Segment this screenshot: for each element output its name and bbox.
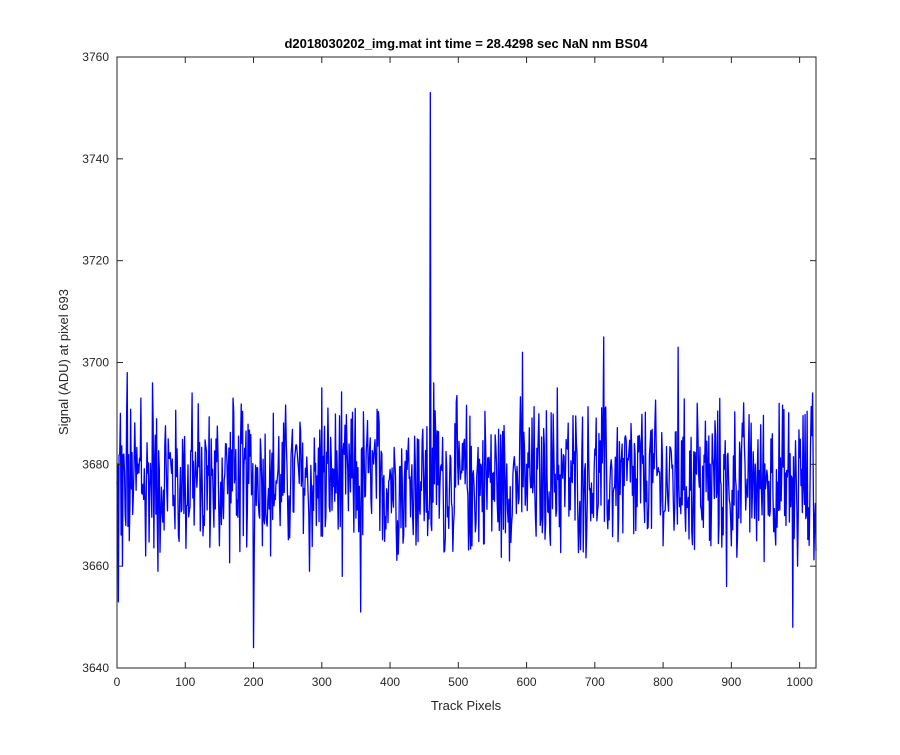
y-tick-label: 3740 — [82, 152, 109, 166]
x-tick-label: 0 — [114, 675, 121, 689]
x-tick-label: 1000 — [786, 675, 813, 689]
y-tick-label: 3700 — [82, 356, 109, 370]
y-tick-label: 3660 — [82, 559, 109, 573]
y-tick-label: 3680 — [82, 457, 109, 471]
axes-box — [116, 56, 817, 669]
series-line — [116, 91, 817, 649]
x-tick-label: 600 — [517, 675, 537, 689]
chart-title: d2018030202_img.mat int time = 28.4298 s… — [284, 36, 648, 51]
x-tick-label: 800 — [653, 675, 673, 689]
x-tick-label: 200 — [244, 675, 264, 689]
y-tick-label: 3760 — [82, 50, 109, 64]
y-tick-label: 3720 — [82, 254, 109, 268]
x-tick-label: 700 — [585, 675, 605, 689]
y-tick-label: 3640 — [82, 661, 109, 675]
x-tick-label: 500 — [448, 675, 468, 689]
ticks: 0 100 200 300 400 500 600 700 800 900 1000 3640 3660… — [82, 50, 816, 689]
x-tick-label: 900 — [721, 675, 741, 689]
x-axis-label: Track Pixels — [431, 698, 502, 713]
y-axis-label: Signal (ADU) at pixel 693 — [56, 289, 71, 435]
x-tick-label: 100 — [175, 675, 195, 689]
x-tick-label: 300 — [312, 675, 332, 689]
plot-area — [117, 57, 816, 668]
x-tick-label: 400 — [380, 675, 400, 689]
